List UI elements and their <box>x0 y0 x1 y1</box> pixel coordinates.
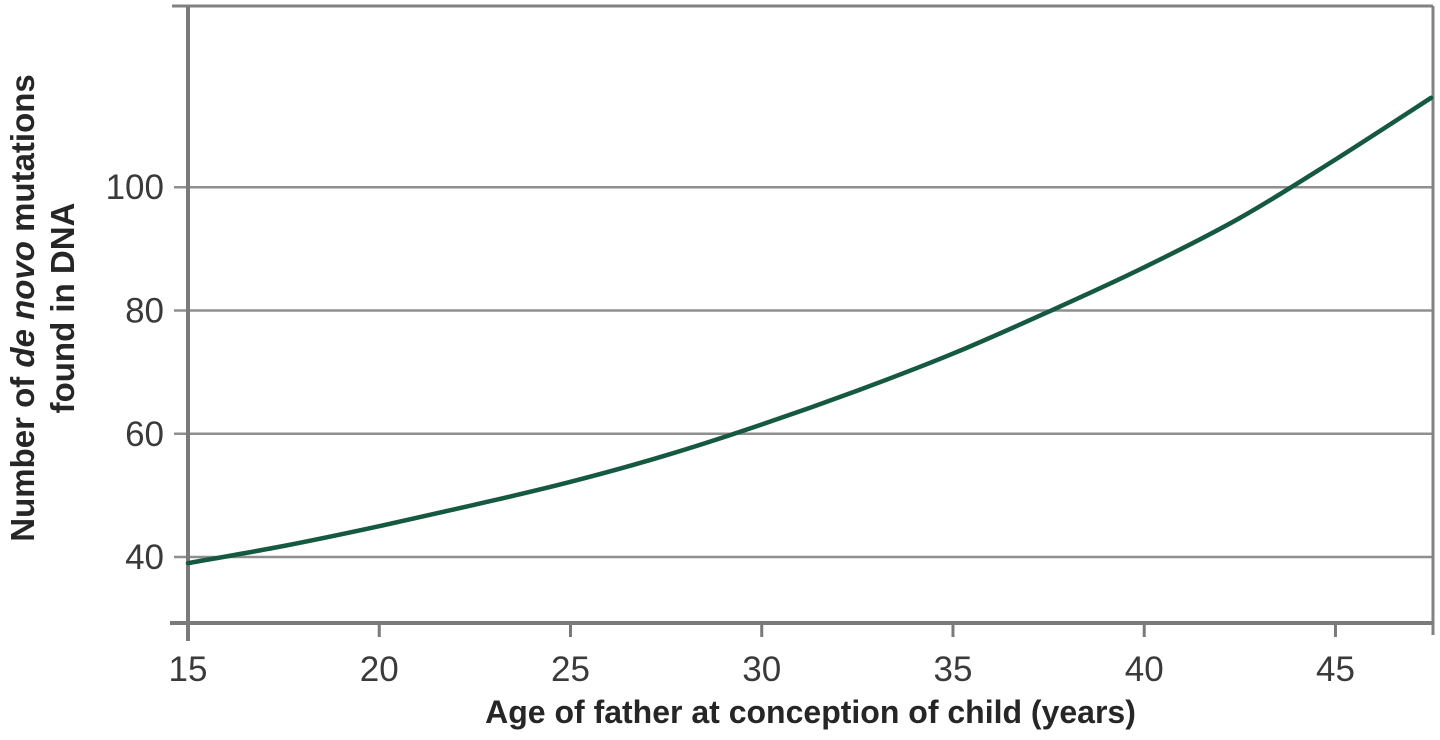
x-tick-label-15: 15 <box>169 650 208 689</box>
x-tick-label-30: 30 <box>742 650 781 689</box>
y-axis-title-line1-italic: de novo <box>4 241 41 368</box>
y-axis-title-line1: Number of de novo mutations <box>3 0 43 618</box>
y-axis-title-line2: found in DNA <box>44 202 81 414</box>
x-tick-label-45: 45 <box>1316 650 1355 689</box>
x-tick-label-25: 25 <box>551 650 590 689</box>
x-tick-label-40: 40 <box>1125 650 1164 689</box>
y-tick-label-100: 100 <box>106 168 164 207</box>
y-tick-label-60: 60 <box>125 415 164 454</box>
y-tick-label-40: 40 <box>125 538 164 577</box>
y-axis-title-line1-post: mutations <box>4 74 41 242</box>
y-tick-label-80: 80 <box>125 291 164 330</box>
mutation-curve <box>185 95 1434 566</box>
y-axis-title: Number of de novo mutations found in DNA <box>3 0 83 618</box>
x-tick-label-35: 35 <box>934 650 973 689</box>
x-tick-label-20: 20 <box>360 650 399 689</box>
y-axis-title-line1-pre: Number of <box>4 367 41 542</box>
x-axis-title: Age of father at conception of child (ye… <box>485 694 1136 730</box>
